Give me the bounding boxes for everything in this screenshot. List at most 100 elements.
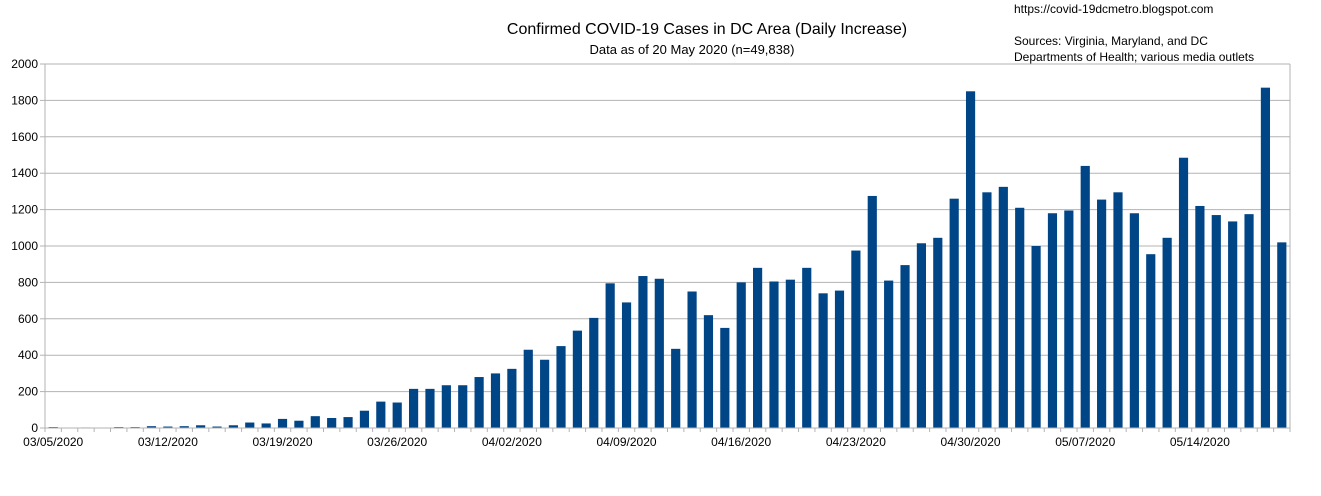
bar [867,195,877,428]
bar [834,290,845,428]
x-tick-label: 04/23/2020 [826,435,886,449]
bar [1080,165,1090,429]
bar [785,279,795,428]
bar [376,401,386,428]
x-tick-label: 03/26/2020 [367,435,427,449]
bar [1244,214,1254,428]
bar [310,416,320,428]
bar [949,198,959,428]
x-tick-labels: 03/05/2020 03/12/2020 03/19/2020 03/26/2020… [23,435,1230,449]
sources-line-2: Departments of Health; various media out… [1014,50,1254,64]
bar [556,346,566,428]
gridlines [45,63,1290,393]
x-tick-label: 04/16/2020 [711,435,771,449]
bar [687,291,697,428]
bar [916,243,927,428]
bar [621,302,632,428]
bar [1015,207,1025,428]
y-tick-label: 1200 [11,203,38,217]
x-tick-label: 04/02/2020 [482,435,542,449]
bar [179,426,189,428]
bar [638,276,648,428]
bar [1129,213,1139,428]
bar [818,293,828,428]
bar [212,426,222,428]
x-tick-label: 05/07/2020 [1055,435,1115,449]
bar [654,278,664,428]
chart-title: Confirmed COVID-19 Cases in DC Area (Dai… [507,21,907,38]
bar [572,330,582,428]
bar [736,282,746,428]
x-tick-label: 03/19/2020 [253,435,313,449]
y-tick-labels: 0 200 400 600 800 1000 1200 1400 1600 1800 2000 [11,57,45,435]
bar [900,265,910,428]
bar [720,327,730,428]
y-tick-label: 400 [18,348,38,362]
bar [1113,192,1123,428]
bar [474,377,484,428]
y-tick-label: 200 [18,385,38,399]
source-url: https://covid-19dcmetro.blogspot.com [1014,2,1213,16]
bar [392,402,402,428]
bar [196,425,206,428]
y-tick-label: 1800 [11,93,38,107]
bar [1277,242,1287,428]
bar [605,283,615,428]
bar [589,317,599,428]
bar [540,359,550,428]
y-tick-label: 0 [31,421,38,435]
bar [802,267,812,428]
bar [359,410,370,428]
x-tick-label: 04/09/2020 [597,435,657,449]
bar [965,91,976,429]
bar [441,385,451,428]
bars [48,87,1287,429]
bar [851,250,861,428]
bar [1047,213,1058,428]
bar [703,315,714,428]
y-tick-label: 800 [18,275,38,289]
bar [146,426,157,428]
bar [490,373,501,428]
sources-line-1: Sources: Virginia, Maryland, and DC [1014,34,1208,48]
bar [1178,157,1189,429]
bar [1228,221,1238,428]
bar [343,417,353,428]
bar [1097,199,1107,428]
x-tick-label: 05/14/2020 [1170,435,1230,449]
x-tick-label: 03/12/2020 [138,435,198,449]
bar [327,417,337,428]
bar [933,237,943,428]
y-tick-label: 2000 [11,57,38,71]
bar [753,267,763,428]
bar [228,425,238,428]
bar [523,349,533,428]
bar [1260,87,1271,428]
bar [1031,246,1041,428]
bar [1064,210,1074,428]
bar [294,420,304,428]
bar [408,388,419,428]
chart-subtitle: Data as of 20 May 2020 (n=49,838) [590,42,795,57]
y-tick-label: 600 [18,312,38,326]
bar [277,418,288,428]
y-tick-label: 1400 [11,166,38,180]
bar [163,426,173,428]
x-tick-label: 03/05/2020 [23,435,83,449]
bar [671,348,681,428]
y-tick-label: 1600 [11,130,38,144]
bar [998,186,1008,428]
bar [1146,254,1156,428]
y-tick-label: 1000 [11,239,38,253]
x-tick-label: 04/30/2020 [941,435,1001,449]
bar [245,422,255,428]
bar [425,388,435,428]
bar [1162,237,1172,428]
bar [884,280,894,428]
bar [1211,215,1221,428]
bar [769,281,779,428]
bar [261,423,271,428]
bar [458,385,468,428]
